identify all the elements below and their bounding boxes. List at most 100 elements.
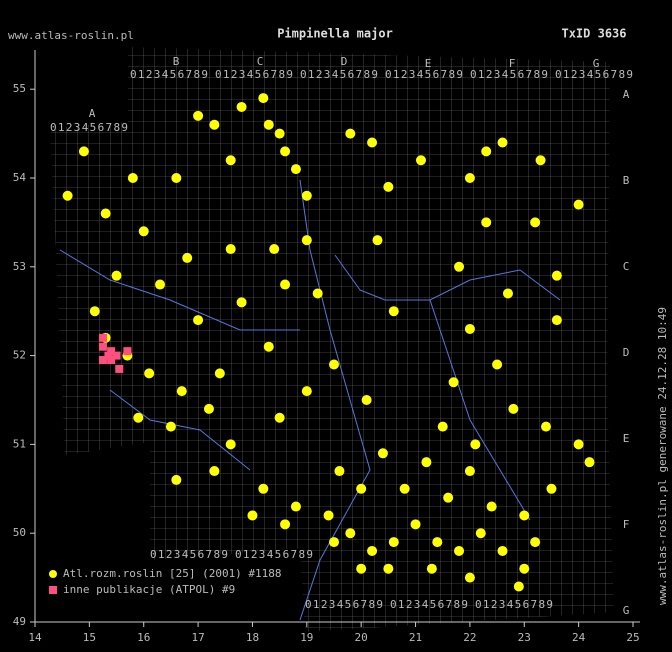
grid-digits: 0123456789 <box>150 548 228 561</box>
point <box>176 386 187 397</box>
point <box>399 483 410 494</box>
point <box>388 537 399 548</box>
point <box>263 341 274 352</box>
point <box>263 119 274 130</box>
grid-digits: 0123456789 <box>305 598 383 611</box>
point <box>519 510 530 521</box>
point <box>127 173 138 183</box>
point <box>372 235 383 246</box>
point <box>486 501 497 512</box>
x-tick-label: 22 <box>463 631 476 644</box>
grid-row-letter: A <box>623 88 630 101</box>
point <box>214 368 225 379</box>
grid-row-letter: E <box>623 432 630 445</box>
point <box>225 439 236 450</box>
x-tick-label: 14 <box>28 631 42 644</box>
point <box>209 466 220 477</box>
point <box>193 110 204 121</box>
point <box>426 563 437 574</box>
point <box>361 395 372 405</box>
grid-column-letter: C <box>257 55 264 68</box>
grid-digits: 0123456789 <box>50 121 128 134</box>
legend-label: Atl.rozm.roslin [25] (2001) #1188 <box>63 567 282 580</box>
chart-subtitle: TxID 3636 <box>561 27 626 41</box>
point <box>111 270 122 281</box>
point <box>356 483 367 494</box>
point <box>502 288 513 299</box>
point <box>107 347 116 356</box>
point <box>115 364 124 373</box>
point <box>104 351 113 360</box>
side-note: www.atlas-roslin.pl generowane 24.12.28 … <box>656 307 669 605</box>
point <box>464 323 475 334</box>
point <box>481 146 492 157</box>
point <box>443 492 454 503</box>
point <box>171 173 182 183</box>
point <box>89 306 100 317</box>
y-tick-label: 51 <box>13 437 26 450</box>
point <box>98 356 107 365</box>
point <box>519 563 530 574</box>
point <box>448 377 459 388</box>
y-tick-label: 50 <box>13 526 26 539</box>
watermark: www.atlas-roslin.pl <box>8 29 134 42</box>
point <box>383 181 394 192</box>
point <box>345 128 356 139</box>
point <box>437 421 448 432</box>
point <box>100 208 111 219</box>
point <box>312 288 323 299</box>
point <box>345 528 356 539</box>
point <box>138 226 149 237</box>
point <box>247 510 258 521</box>
point <box>367 545 378 556</box>
point <box>377 448 388 459</box>
point <box>551 270 562 281</box>
point <box>274 412 285 423</box>
x-tick-label: 24 <box>572 631 586 644</box>
point <box>584 457 595 468</box>
chart-title: Pimpinella major <box>277 27 393 41</box>
river <box>59 249 300 331</box>
grid-column-letter: D <box>341 55 348 68</box>
grid-digits: 0123456789 <box>470 68 548 81</box>
point <box>388 306 399 317</box>
point <box>421 457 432 468</box>
point <box>497 545 508 556</box>
x-tick-label: 20 <box>355 631 368 644</box>
x-tick-label: 21 <box>409 631 422 644</box>
point <box>475 528 486 539</box>
point <box>573 439 584 450</box>
point <box>497 137 508 148</box>
grid-digits: 0123456789 <box>385 68 463 81</box>
grid-digits: 0123456789 <box>215 68 293 81</box>
point <box>280 279 291 290</box>
point <box>133 412 144 423</box>
point <box>541 421 552 432</box>
rivers <box>59 179 561 621</box>
x-tick-label: 25 <box>626 631 639 644</box>
x-tick-label: 15 <box>83 631 96 644</box>
point <box>551 315 562 326</box>
point <box>334 466 345 477</box>
river <box>429 299 531 521</box>
point <box>225 155 236 166</box>
point <box>62 190 73 201</box>
y-tick-label: 55 <box>13 82 26 95</box>
point <box>193 315 204 326</box>
point <box>155 279 166 290</box>
legend-label: inne publikacje (ATPOL) #9 <box>63 583 235 596</box>
point <box>470 439 481 450</box>
point <box>258 483 269 494</box>
point <box>513 581 524 592</box>
grid-column-letter: G <box>593 57 600 70</box>
point <box>98 342 107 351</box>
point <box>258 93 269 104</box>
grid-digits: 0123456789 <box>390 598 468 611</box>
x-tick-label: 23 <box>518 631 531 644</box>
point <box>530 217 541 228</box>
point <box>112 351 121 360</box>
point <box>165 421 176 432</box>
grid-row-letter: G <box>623 604 630 617</box>
point <box>464 173 475 183</box>
